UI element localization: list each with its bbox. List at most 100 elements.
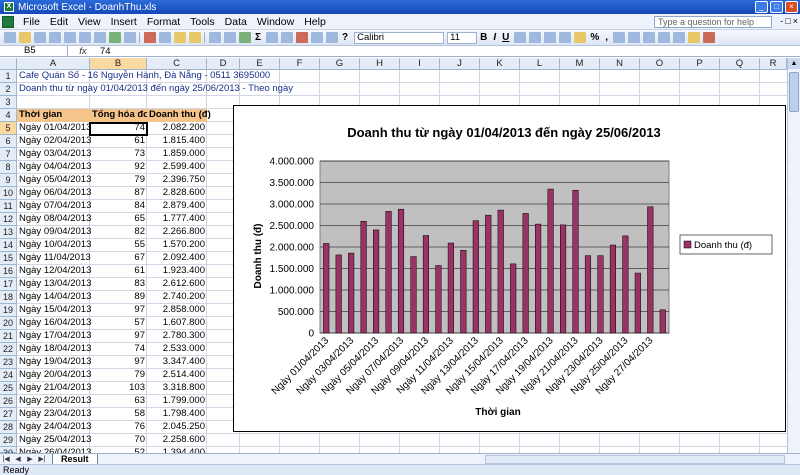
cell-revenue[interactable]: 1.923.400 bbox=[162, 265, 205, 276]
cell-invoices[interactable]: 97 bbox=[134, 304, 145, 315]
cell-revenue[interactable]: 1.570.200 bbox=[162, 239, 205, 250]
row-header-7[interactable]: 7 bbox=[0, 148, 17, 161]
menu-window[interactable]: Window bbox=[256, 15, 295, 28]
cell-invoices[interactable]: 65 bbox=[134, 213, 145, 224]
bar[interactable] bbox=[572, 190, 579, 334]
header-invoices[interactable]: Tổng hóa đơn bbox=[90, 109, 156, 122]
cell-time[interactable]: Ngày 21/04/2013 bbox=[19, 382, 92, 393]
bar[interactable] bbox=[559, 224, 567, 334]
underline-button[interactable]: U bbox=[502, 32, 510, 43]
chart-legend[interactable]: Doanh thu (đ) bbox=[679, 234, 773, 255]
cell-time[interactable]: Ngày 11/04/2013 bbox=[19, 252, 91, 263]
cell-revenue[interactable]: 2.082.200 bbox=[162, 122, 205, 133]
cell-revenue[interactable]: 2.533.000 bbox=[162, 343, 205, 354]
cell-time[interactable]: Ngày 10/04/2013 bbox=[19, 239, 92, 250]
close-button[interactable]: × bbox=[785, 1, 798, 13]
cell-revenue[interactable]: 1.859.000 bbox=[162, 148, 205, 159]
row-header-29[interactable]: 29 bbox=[0, 434, 17, 447]
column-header-c[interactable]: C bbox=[147, 58, 207, 70]
new-icon[interactable] bbox=[3, 32, 16, 43]
align-right-icon[interactable] bbox=[543, 32, 556, 43]
row-header-21[interactable]: 21 bbox=[0, 330, 17, 343]
italic-button[interactable]: I bbox=[493, 32, 497, 43]
bar[interactable] bbox=[584, 255, 592, 334]
bar[interactable] bbox=[447, 242, 454, 334]
menu-help[interactable]: Help bbox=[304, 15, 326, 28]
row-header-16[interactable]: 16 bbox=[0, 265, 17, 278]
bar[interactable] bbox=[510, 263, 517, 334]
row-header-6[interactable]: 6 bbox=[0, 135, 17, 148]
column-header-q[interactable]: Q bbox=[720, 58, 760, 70]
cell-time[interactable]: Ngày 13/04/2013 bbox=[19, 278, 92, 289]
open-icon[interactable] bbox=[18, 32, 31, 43]
cell-invoices[interactable]: 74 bbox=[134, 343, 145, 354]
cell-invoices[interactable]: 73 bbox=[134, 148, 145, 159]
prev-sheet-icon[interactable]: ◀ bbox=[15, 456, 21, 463]
row-header-9[interactable]: 9 bbox=[0, 174, 17, 187]
cell-invoices[interactable]: 76 bbox=[134, 421, 145, 432]
cell-invoices[interactable]: 67 bbox=[134, 252, 145, 263]
cell-time[interactable]: Ngày 17/04/2013 bbox=[19, 330, 92, 341]
column-header-j[interactable]: J bbox=[440, 58, 480, 70]
bar[interactable] bbox=[535, 223, 542, 334]
bar[interactable] bbox=[597, 255, 604, 334]
email-icon[interactable] bbox=[63, 32, 76, 43]
cell-time[interactable]: Ngày 06/04/2013 bbox=[19, 187, 92, 198]
cell-revenue[interactable]: 2.612.600 bbox=[162, 278, 205, 289]
cell-invoices[interactable]: 83 bbox=[134, 278, 145, 289]
cell-revenue[interactable]: 3.347.400 bbox=[162, 356, 205, 367]
column-header-d[interactable]: D bbox=[207, 58, 240, 70]
bold-button[interactable]: B bbox=[480, 32, 488, 43]
bar[interactable] bbox=[360, 220, 367, 334]
cell-time[interactable]: Ngày 14/04/2013 bbox=[19, 291, 92, 302]
help-search-input[interactable]: Type a question for help bbox=[654, 16, 772, 28]
row-header-17[interactable]: 17 bbox=[0, 278, 17, 291]
merge-center-icon[interactable] bbox=[558, 32, 571, 43]
menu-edit[interactable]: Edit bbox=[49, 15, 69, 28]
font-color-icon[interactable] bbox=[702, 32, 715, 43]
cell-revenue[interactable]: 2.740.200 bbox=[162, 291, 205, 302]
header-time[interactable]: Thời gian bbox=[17, 109, 90, 122]
cell-invoices[interactable]: 61 bbox=[134, 135, 145, 146]
bar[interactable] bbox=[422, 235, 430, 334]
first-sheet-icon[interactable]: |◀ bbox=[2, 456, 10, 463]
cell-revenue[interactable]: 2.266.800 bbox=[162, 226, 205, 237]
row-header-2[interactable]: 2 bbox=[0, 83, 17, 96]
format-painter-icon[interactable] bbox=[188, 32, 201, 43]
workbook-icon[interactable] bbox=[2, 15, 14, 28]
cell-invoices[interactable]: 79 bbox=[134, 174, 145, 185]
row-header-24[interactable]: 24 bbox=[0, 369, 17, 382]
cell-invoices[interactable]: 97 bbox=[134, 356, 145, 367]
row-header-28[interactable]: 28 bbox=[0, 421, 17, 434]
cell-revenue[interactable]: 1.394.400 bbox=[162, 447, 205, 453]
cell-revenue[interactable]: 3.318.800 bbox=[162, 382, 205, 393]
bar[interactable] bbox=[323, 243, 330, 334]
header-revenue[interactable]: Doanh thu (đ) bbox=[147, 109, 211, 122]
column-header-f[interactable]: F bbox=[280, 58, 320, 70]
bar[interactable] bbox=[522, 213, 529, 334]
borders-icon[interactable] bbox=[672, 32, 685, 43]
bar[interactable] bbox=[485, 214, 492, 334]
bar[interactable] bbox=[472, 220, 479, 334]
sort-descending-icon[interactable] bbox=[280, 32, 293, 43]
cell-time[interactable]: Ngày 09/04/2013 bbox=[19, 226, 92, 237]
row-header-22[interactable]: 22 bbox=[0, 343, 17, 356]
cell-revenue[interactable]: 2.599.400 bbox=[162, 161, 205, 172]
fx-icon[interactable]: fx bbox=[79, 45, 87, 57]
column-header-r[interactable]: R bbox=[760, 58, 787, 70]
cell-time[interactable]: Ngày 19/04/2013 bbox=[19, 356, 92, 367]
bar[interactable] bbox=[460, 250, 467, 334]
vertical-scrollbar[interactable]: ▲ bbox=[787, 58, 800, 453]
bar[interactable] bbox=[435, 265, 442, 334]
cell-revenue[interactable]: 1.799.000 bbox=[162, 395, 205, 406]
cell-invoices[interactable]: 97 bbox=[134, 330, 145, 341]
row-header-13[interactable]: 13 bbox=[0, 226, 17, 239]
cell-invoices[interactable]: 92 bbox=[134, 161, 145, 172]
row-header-19[interactable]: 19 bbox=[0, 304, 17, 317]
bar[interactable] bbox=[348, 252, 355, 334]
cell-invoices[interactable]: 63 bbox=[134, 395, 145, 406]
cell-revenue[interactable]: 1.777.400 bbox=[162, 213, 205, 224]
menu-insert[interactable]: Insert bbox=[110, 15, 137, 28]
column-header-k[interactable]: K bbox=[480, 58, 520, 70]
cell-time[interactable]: Ngày 02/04/2013 bbox=[19, 135, 92, 146]
